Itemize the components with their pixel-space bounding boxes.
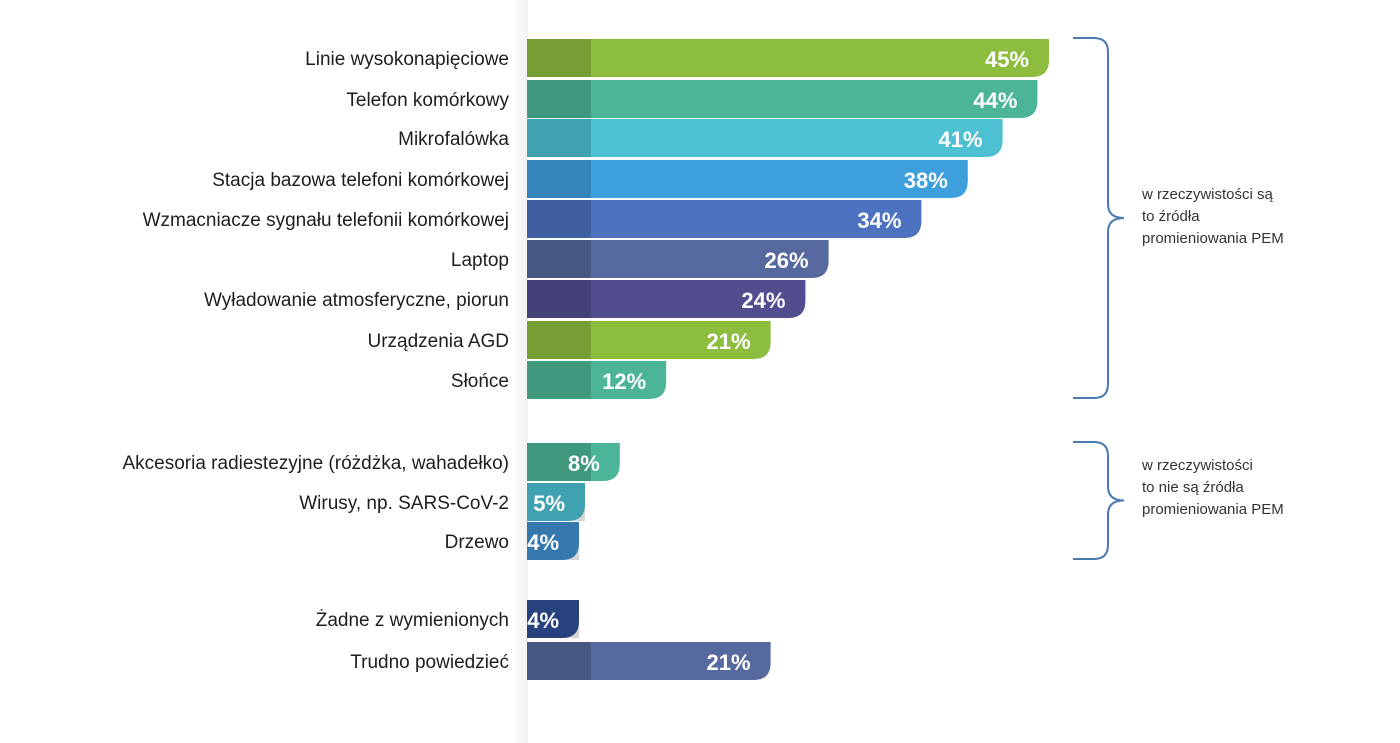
bar-shade	[527, 443, 591, 481]
bar-shade	[527, 642, 591, 680]
value-label: 21%	[707, 650, 751, 675]
bar-group: 5% Wirusy, np. SARS-CoV-2	[299, 483, 585, 521]
value-label: 38%	[904, 168, 948, 193]
bar	[527, 160, 968, 198]
group-label-line: promieniowania PEM	[1142, 501, 1284, 518]
bar-shade	[527, 361, 591, 399]
axis-shadow	[512, 0, 528, 743]
value-label: 41%	[939, 127, 983, 152]
bar-shade	[527, 321, 591, 359]
bar-group: 41% Mikrofalówka	[398, 119, 1003, 157]
value-label: 21%	[707, 329, 751, 354]
bar	[527, 600, 579, 638]
bar-group: 24% Wyładowanie atmosferyczne, piorun	[204, 280, 806, 318]
bar-group: 26% Laptop	[451, 240, 829, 278]
bar-group: 38% Stacja bazowa telefoni komórkowej	[212, 160, 968, 198]
value-label: 44%	[973, 88, 1017, 113]
category-label: Linie wysokonapięciowe	[305, 49, 509, 70]
group-label-sources: w rzeczywistości są to źródła promieniow…	[1142, 184, 1382, 250]
value-label: 45%	[985, 47, 1029, 72]
category-label: Drzewo	[445, 532, 509, 553]
bar-shade	[527, 160, 591, 198]
value-label: 8%	[568, 451, 600, 476]
category-label: Wzmacniacze sygnału telefonii komórkowej	[143, 210, 509, 231]
bar	[527, 522, 579, 560]
category-label: Urządzenia AGD	[367, 331, 509, 352]
category-label: Laptop	[451, 250, 509, 271]
bar	[527, 200, 922, 238]
bar	[527, 443, 620, 481]
bar-group: 4% Drzewo	[445, 522, 579, 560]
bar-shade	[527, 280, 591, 318]
value-label: 24%	[741, 288, 785, 313]
bar	[527, 280, 806, 318]
bar-group: 44% Telefon komórkowy	[346, 80, 1038, 118]
bar-shade	[527, 483, 585, 521]
value-label: 26%	[765, 248, 809, 273]
value-label: 4%	[527, 608, 559, 633]
bar-shade	[527, 600, 579, 638]
bar-group: 45% Linie wysokonapięciowe	[305, 39, 1049, 77]
value-label: 12%	[602, 369, 646, 394]
bar	[527, 642, 771, 680]
group-label-line: w rzeczywistości	[1142, 457, 1253, 474]
group-label-line: w rzeczywistości są	[1142, 186, 1273, 203]
group-label-line: promieniowania PEM	[1142, 230, 1284, 247]
bar-shade	[527, 522, 579, 560]
value-label: 5%	[533, 491, 565, 516]
bar-shade	[527, 119, 591, 157]
bar-group: 21% Urządzenia AGD	[367, 321, 771, 359]
group-label-line: to nie są źródła	[1142, 479, 1244, 496]
category-label: Akcesoria radiestezyjne (różdżka, wahade…	[122, 453, 509, 474]
category-label: Słońce	[451, 371, 509, 392]
bar-shade	[527, 240, 591, 278]
category-label: Wyładowanie atmosferyczne, piorun	[204, 290, 509, 311]
bar-shade	[527, 80, 591, 118]
bar-group: 34% Wzmacniacze sygnału telefonii komórko…	[143, 200, 922, 238]
category-label: Telefon komórkowy	[346, 90, 509, 111]
group-label-non-sources: w rzeczywistości to nie są źródła promie…	[1142, 455, 1382, 521]
value-label: 34%	[857, 208, 901, 233]
category-label: Stacja bazowa telefoni komórkowej	[212, 170, 509, 191]
bar-group: 8% Akcesoria radiestezyjne (różdżka, waha…	[122, 443, 620, 481]
bar-shade	[527, 39, 591, 77]
category-label: Żadne z wymienionych	[316, 610, 509, 631]
category-label: Wirusy, np. SARS-CoV-2	[299, 493, 509, 514]
bar-group: 12% Słońce	[451, 361, 667, 399]
bar	[527, 361, 667, 399]
category-label: Trudno powiedzieć	[350, 652, 509, 673]
bar-shade	[527, 200, 591, 238]
bar-group: 4% Żadne z wymienionych	[316, 600, 579, 638]
category-label: Mikrofalówka	[398, 129, 509, 150]
bar	[527, 119, 1003, 157]
bar	[527, 80, 1038, 118]
value-label: 4%	[527, 530, 559, 555]
group-bracket	[1073, 37, 1125, 399]
bar	[527, 39, 1049, 77]
group-bracket	[1073, 441, 1125, 560]
bar-group: 21% Trudno powiedzieć	[350, 642, 771, 680]
group-label-line: to źródła	[1142, 208, 1200, 225]
bar	[527, 321, 771, 359]
bar	[527, 483, 585, 521]
bar	[527, 240, 829, 278]
